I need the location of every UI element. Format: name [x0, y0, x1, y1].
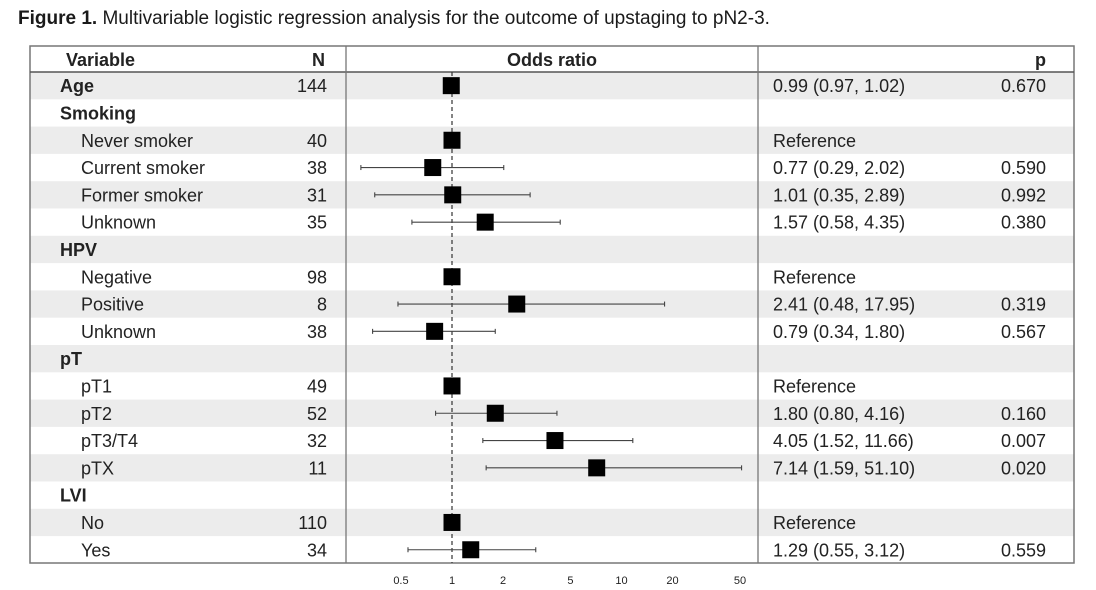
p-value: 0.160: [1001, 404, 1046, 424]
odds-ratio-marker: [444, 186, 462, 204]
odds-ratio-ci: 1.01 (0.35, 2.89): [773, 185, 905, 205]
p-value: 0.559: [1001, 540, 1046, 560]
p-value: 0.380: [1001, 213, 1046, 233]
odds-ratio-marker: [546, 432, 564, 450]
x-tick-label: 5: [567, 575, 573, 587]
n-value: 144: [297, 76, 327, 96]
odds-ratio-ci: Reference: [773, 267, 856, 287]
group-label: LVI: [60, 486, 87, 506]
variable-label: No: [81, 513, 104, 533]
odds-ratio-ci: 0.99 (0.97, 1.02): [773, 76, 905, 96]
p-value: 0.007: [1001, 431, 1046, 451]
variable-label: Unknown: [81, 322, 156, 342]
variable-label: Yes: [81, 540, 110, 560]
n-value: 38: [307, 158, 327, 178]
p-value: 0.992: [1001, 185, 1046, 205]
p-value: 0.670: [1001, 76, 1046, 96]
group-label: Age: [60, 76, 94, 96]
n-value: 35: [307, 213, 327, 233]
odds-ratio-ci: 1.80 (0.80, 4.16): [773, 404, 905, 424]
x-axis-ticks: 0.5 1 2 5 10 20 50: [393, 575, 746, 587]
header-n: N: [312, 50, 325, 70]
odds-ratio-marker: [426, 322, 444, 340]
n-value: 32: [307, 431, 327, 451]
odds-ratio-ci: 7.14 (1.59, 51.10): [773, 458, 915, 478]
n-value: 34: [307, 540, 327, 560]
x-tick-label: 0.5: [393, 575, 408, 587]
variable-label: Current smoker: [81, 158, 205, 178]
n-value: 98: [307, 267, 327, 287]
x-tick-label: 20: [666, 575, 678, 587]
figure-caption: Figure 1. Multivariable logistic regress…: [18, 8, 770, 30]
group-label: pT: [60, 349, 82, 369]
row-stripe: [30, 345, 1074, 373]
outer-border: [29, 45, 1075, 564]
variable-label: pT3/T4: [81, 431, 138, 451]
odds-ratio-ci: Reference: [773, 376, 856, 396]
odds-ratio-marker: [443, 513, 461, 531]
row-stripe: [30, 508, 1074, 537]
variable-label: pT2: [81, 404, 112, 424]
odds-ratio-marker: [588, 459, 606, 477]
odds-ratio-marker: [443, 377, 461, 395]
variable-label: pTX: [81, 458, 114, 478]
variable-label: Negative: [81, 267, 152, 287]
n-value: 31: [307, 185, 327, 205]
x-tick-label: 50: [734, 575, 746, 587]
p-value: 0.590: [1001, 158, 1046, 178]
row-stripe: [30, 181, 1074, 209]
x-tick-label: 10: [615, 575, 627, 587]
n-value: 8: [317, 295, 327, 315]
odds-ratio-marker: [476, 213, 494, 231]
figure-label: Figure 1.: [18, 8, 98, 29]
odds-ratio-marker: [508, 295, 526, 313]
variable-label: Positive: [81, 295, 144, 315]
variable-label: pT1: [81, 376, 112, 396]
odds-ratio-ci: 1.29 (0.55, 3.12): [773, 540, 905, 560]
odds-ratio-marker: [424, 159, 442, 177]
odds-ratio-marker: [486, 404, 504, 422]
row-stripe: [30, 126, 1074, 154]
odds-ratio-marker: [443, 131, 461, 149]
odds-ratio-marker: [442, 77, 460, 95]
n-value: 110: [298, 513, 327, 533]
figure-caption-text: Multivariable logistic regression analys…: [102, 8, 770, 29]
row-stripe: [30, 72, 1074, 100]
odds-ratio-ci: 0.77 (0.29, 2.02): [773, 158, 905, 178]
n-value: 11: [308, 458, 327, 478]
odds-ratio-marker: [443, 268, 461, 286]
row-stripe: [30, 235, 1074, 264]
variable-label: Unknown: [81, 213, 156, 233]
p-value: 0.020: [1001, 458, 1046, 478]
n-value: 52: [307, 404, 327, 424]
header-odds-ratio: Odds ratio: [507, 50, 597, 70]
group-label: HPV: [60, 240, 97, 260]
p-value: 0.319: [1001, 295, 1046, 315]
variable-label: Never smoker: [81, 131, 193, 151]
odds-ratio-ci: Reference: [773, 131, 856, 151]
odds-ratio-marker: [462, 541, 480, 559]
variable-label: Former smoker: [81, 185, 203, 205]
plot-frame: [29, 45, 1075, 564]
header-p: p: [1035, 50, 1046, 70]
odds-ratio-ci: 4.05 (1.52, 11.66): [773, 431, 914, 451]
n-value: 49: [307, 376, 327, 396]
header-variable: Variable: [66, 50, 135, 70]
n-value: 38: [307, 322, 327, 342]
plot-marks: [360, 72, 743, 563]
x-tick-label: 1: [449, 575, 455, 587]
table-rows: Age 144 0.99 (0.97, 1.02) 0.670 Smoking Never…: [60, 76, 1046, 560]
p-value: 0.567: [1001, 322, 1046, 342]
x-tick-label: 2: [500, 575, 506, 587]
n-value: 40: [307, 131, 327, 151]
group-label: Smoking: [60, 103, 136, 123]
odds-ratio-ci: 1.57 (0.58, 4.35): [773, 213, 905, 233]
odds-ratio-ci: Reference: [773, 513, 856, 533]
odds-ratio-ci: 2.41 (0.48, 17.95): [773, 295, 915, 315]
odds-ratio-ci: 0.79 (0.34, 1.80): [773, 322, 905, 342]
